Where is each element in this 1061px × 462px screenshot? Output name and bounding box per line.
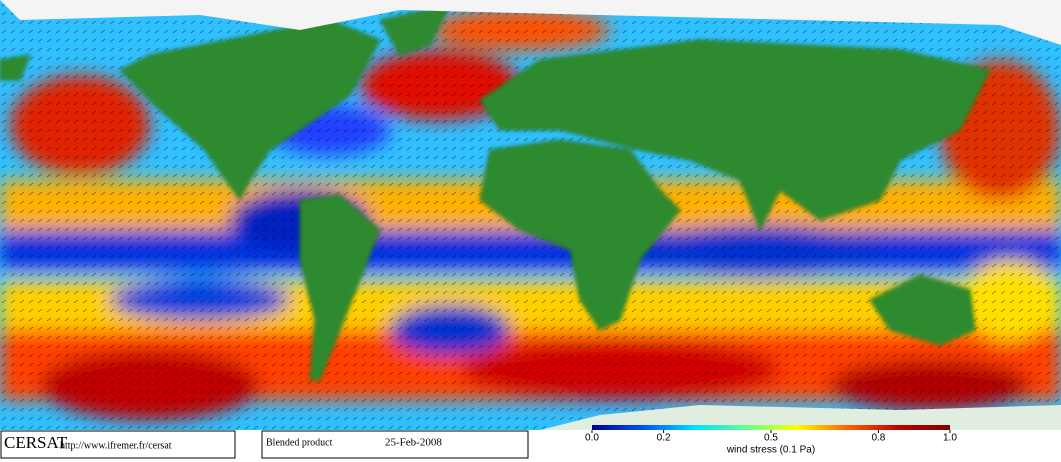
date: 25-Feb-2008 [385,437,442,449]
continents [0,4,991,381]
colorbar: 0.0 0.2 0.5 0.8 1.0 wind stress (0.1 Pa) [585,425,957,456]
colorbar-label: wind stress (0.1 Pa) [726,445,815,456]
ice [0,0,1061,430]
colorbar-ramp [592,425,950,430]
product-box [261,430,529,459]
colorbar-tick-label: 1.0 [943,433,957,444]
logo-box [0,430,236,459]
colorbar-tick-label: 0.5 [764,433,778,444]
product: Blended product [266,437,333,448]
logo: CERSAT [4,433,68,452]
colorbar-tick-label: 0.8 [871,433,885,444]
colorbar-tick-label: 0.0 [585,433,599,444]
url: http://www.ifremer.fr/cersat [60,440,172,451]
colorbar-tick-label: 0.2 [657,433,671,444]
